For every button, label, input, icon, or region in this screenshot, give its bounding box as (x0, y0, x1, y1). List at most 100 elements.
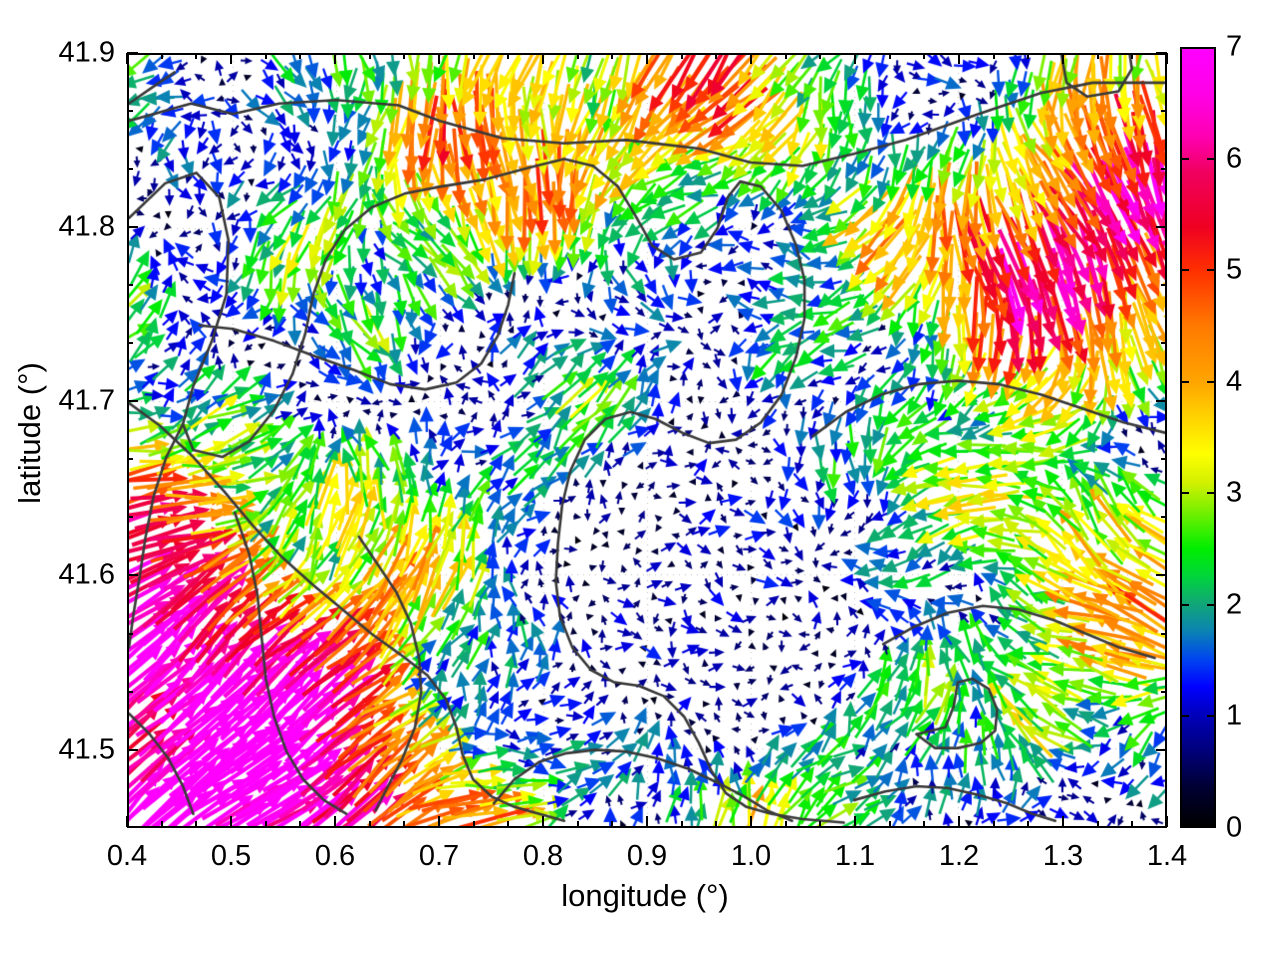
y-tick-major (127, 574, 138, 577)
x-tick-minor (784, 821, 787, 827)
x-tick-label: 0.5 (210, 840, 252, 872)
x-axis-title: longitude (°) (561, 878, 729, 913)
x-tick-minor (507, 821, 510, 827)
x-tick-minor (819, 821, 822, 827)
colorbar-tick-label: 5 (1226, 253, 1243, 286)
x-tick-minor (264, 821, 267, 827)
y-tick-minor (127, 284, 133, 287)
x-tick-minor (507, 53, 510, 59)
y-tick-minor (1161, 690, 1167, 693)
x-tick-major (958, 816, 960, 827)
x-tick-major (126, 53, 128, 64)
y-tick-major (1156, 574, 1167, 577)
y-tick-major (1156, 400, 1167, 403)
x-tick-minor (368, 821, 371, 827)
x-tick-minor (160, 821, 163, 827)
colorbar-tick-mark (1207, 380, 1216, 383)
x-tick-major (1062, 53, 1064, 64)
x-tick-minor (299, 821, 302, 827)
x-tick-minor (715, 53, 718, 59)
x-tick-major (1166, 816, 1168, 827)
colorbar-tick-label: 6 (1226, 142, 1243, 175)
x-tick-minor (472, 821, 475, 827)
x-tick-minor (1027, 821, 1030, 827)
y-tick-minor (127, 632, 133, 635)
x-tick-minor (160, 53, 163, 59)
colorbar-tick-label: 1 (1226, 699, 1243, 732)
x-tick-minor (195, 821, 198, 827)
x-tick-minor (888, 821, 891, 827)
x-tick-minor (992, 53, 995, 59)
x-tick-label: 1.4 (1146, 840, 1188, 872)
x-tick-minor (715, 821, 718, 827)
coastline-contours (129, 55, 1165, 826)
x-tick-minor (923, 53, 926, 59)
x-tick-major (854, 816, 856, 827)
x-tick-major (646, 53, 648, 64)
x-tick-minor (819, 53, 822, 59)
colorbar-gradient (1180, 47, 1216, 828)
y-tick-minor (127, 168, 133, 171)
y-tick-minor (1161, 632, 1167, 635)
x-tick-label: 1.0 (730, 840, 772, 872)
x-tick-major (334, 53, 336, 64)
y-tick-minor (1161, 110, 1167, 113)
x-tick-minor (1131, 821, 1134, 827)
x-tick-label: 1.2 (938, 840, 980, 872)
colorbar-tick-mark (1180, 380, 1189, 383)
x-tick-minor (299, 53, 302, 59)
x-tick-minor (611, 821, 614, 827)
x-tick-label: 1.1 (834, 840, 876, 872)
x-tick-label: 0.7 (418, 840, 460, 872)
x-tick-label: 0.8 (522, 840, 564, 872)
y-tick-major (127, 52, 138, 54)
y-tick-minor (127, 342, 133, 345)
x-tick-minor (1096, 53, 1099, 59)
y-tick-label: 41.9 (58, 36, 115, 69)
x-tick-minor (472, 53, 475, 59)
x-tick-minor (680, 821, 683, 827)
x-tick-major (126, 816, 128, 827)
y-tick-minor (127, 690, 133, 693)
x-tick-major (438, 816, 440, 827)
y-tick-major (1156, 748, 1167, 751)
y-axis-title: latitude (°) (12, 362, 47, 504)
y-tick-label: 41.8 (58, 210, 115, 243)
colorbar-tick-mark (1207, 269, 1216, 272)
x-tick-minor (1096, 821, 1099, 827)
colorbar-tick-mark (1180, 269, 1189, 272)
x-tick-major (334, 816, 336, 827)
x-tick-major (1166, 53, 1168, 64)
x-tick-label: 1.3 (1042, 840, 1084, 872)
x-tick-major (230, 816, 232, 827)
colorbar-tick-label: 4 (1226, 365, 1243, 398)
colorbar-tick-label: 3 (1226, 476, 1243, 509)
y-tick-major (1156, 52, 1167, 54)
colorbar-tick-mark (1180, 157, 1189, 160)
x-tick-minor (195, 53, 198, 59)
colorbar-tick-mark (1180, 715, 1189, 718)
y-tick-label: 41.5 (58, 733, 115, 766)
y-tick-label: 41.6 (58, 558, 115, 591)
x-tick-minor (403, 821, 406, 827)
x-tick-minor (611, 53, 614, 59)
x-tick-label: 0.4 (106, 840, 148, 872)
x-tick-major (230, 53, 232, 64)
colorbar-tick-mark (1207, 715, 1216, 718)
y-tick-minor (1161, 516, 1167, 519)
x-tick-minor (576, 53, 579, 59)
x-tick-minor (1131, 53, 1134, 59)
x-tick-major (750, 816, 752, 827)
x-tick-minor (1027, 53, 1030, 59)
y-tick-minor (127, 458, 133, 461)
y-tick-minor (1161, 284, 1167, 287)
y-tick-minor (1161, 168, 1167, 171)
colorbar-tick-mark (1207, 603, 1216, 606)
x-tick-major (854, 53, 856, 64)
colorbar-tick-mark (1180, 492, 1189, 495)
x-tick-minor (403, 53, 406, 59)
x-tick-major (542, 53, 544, 64)
x-tick-major (438, 53, 440, 64)
x-tick-minor (888, 53, 891, 59)
